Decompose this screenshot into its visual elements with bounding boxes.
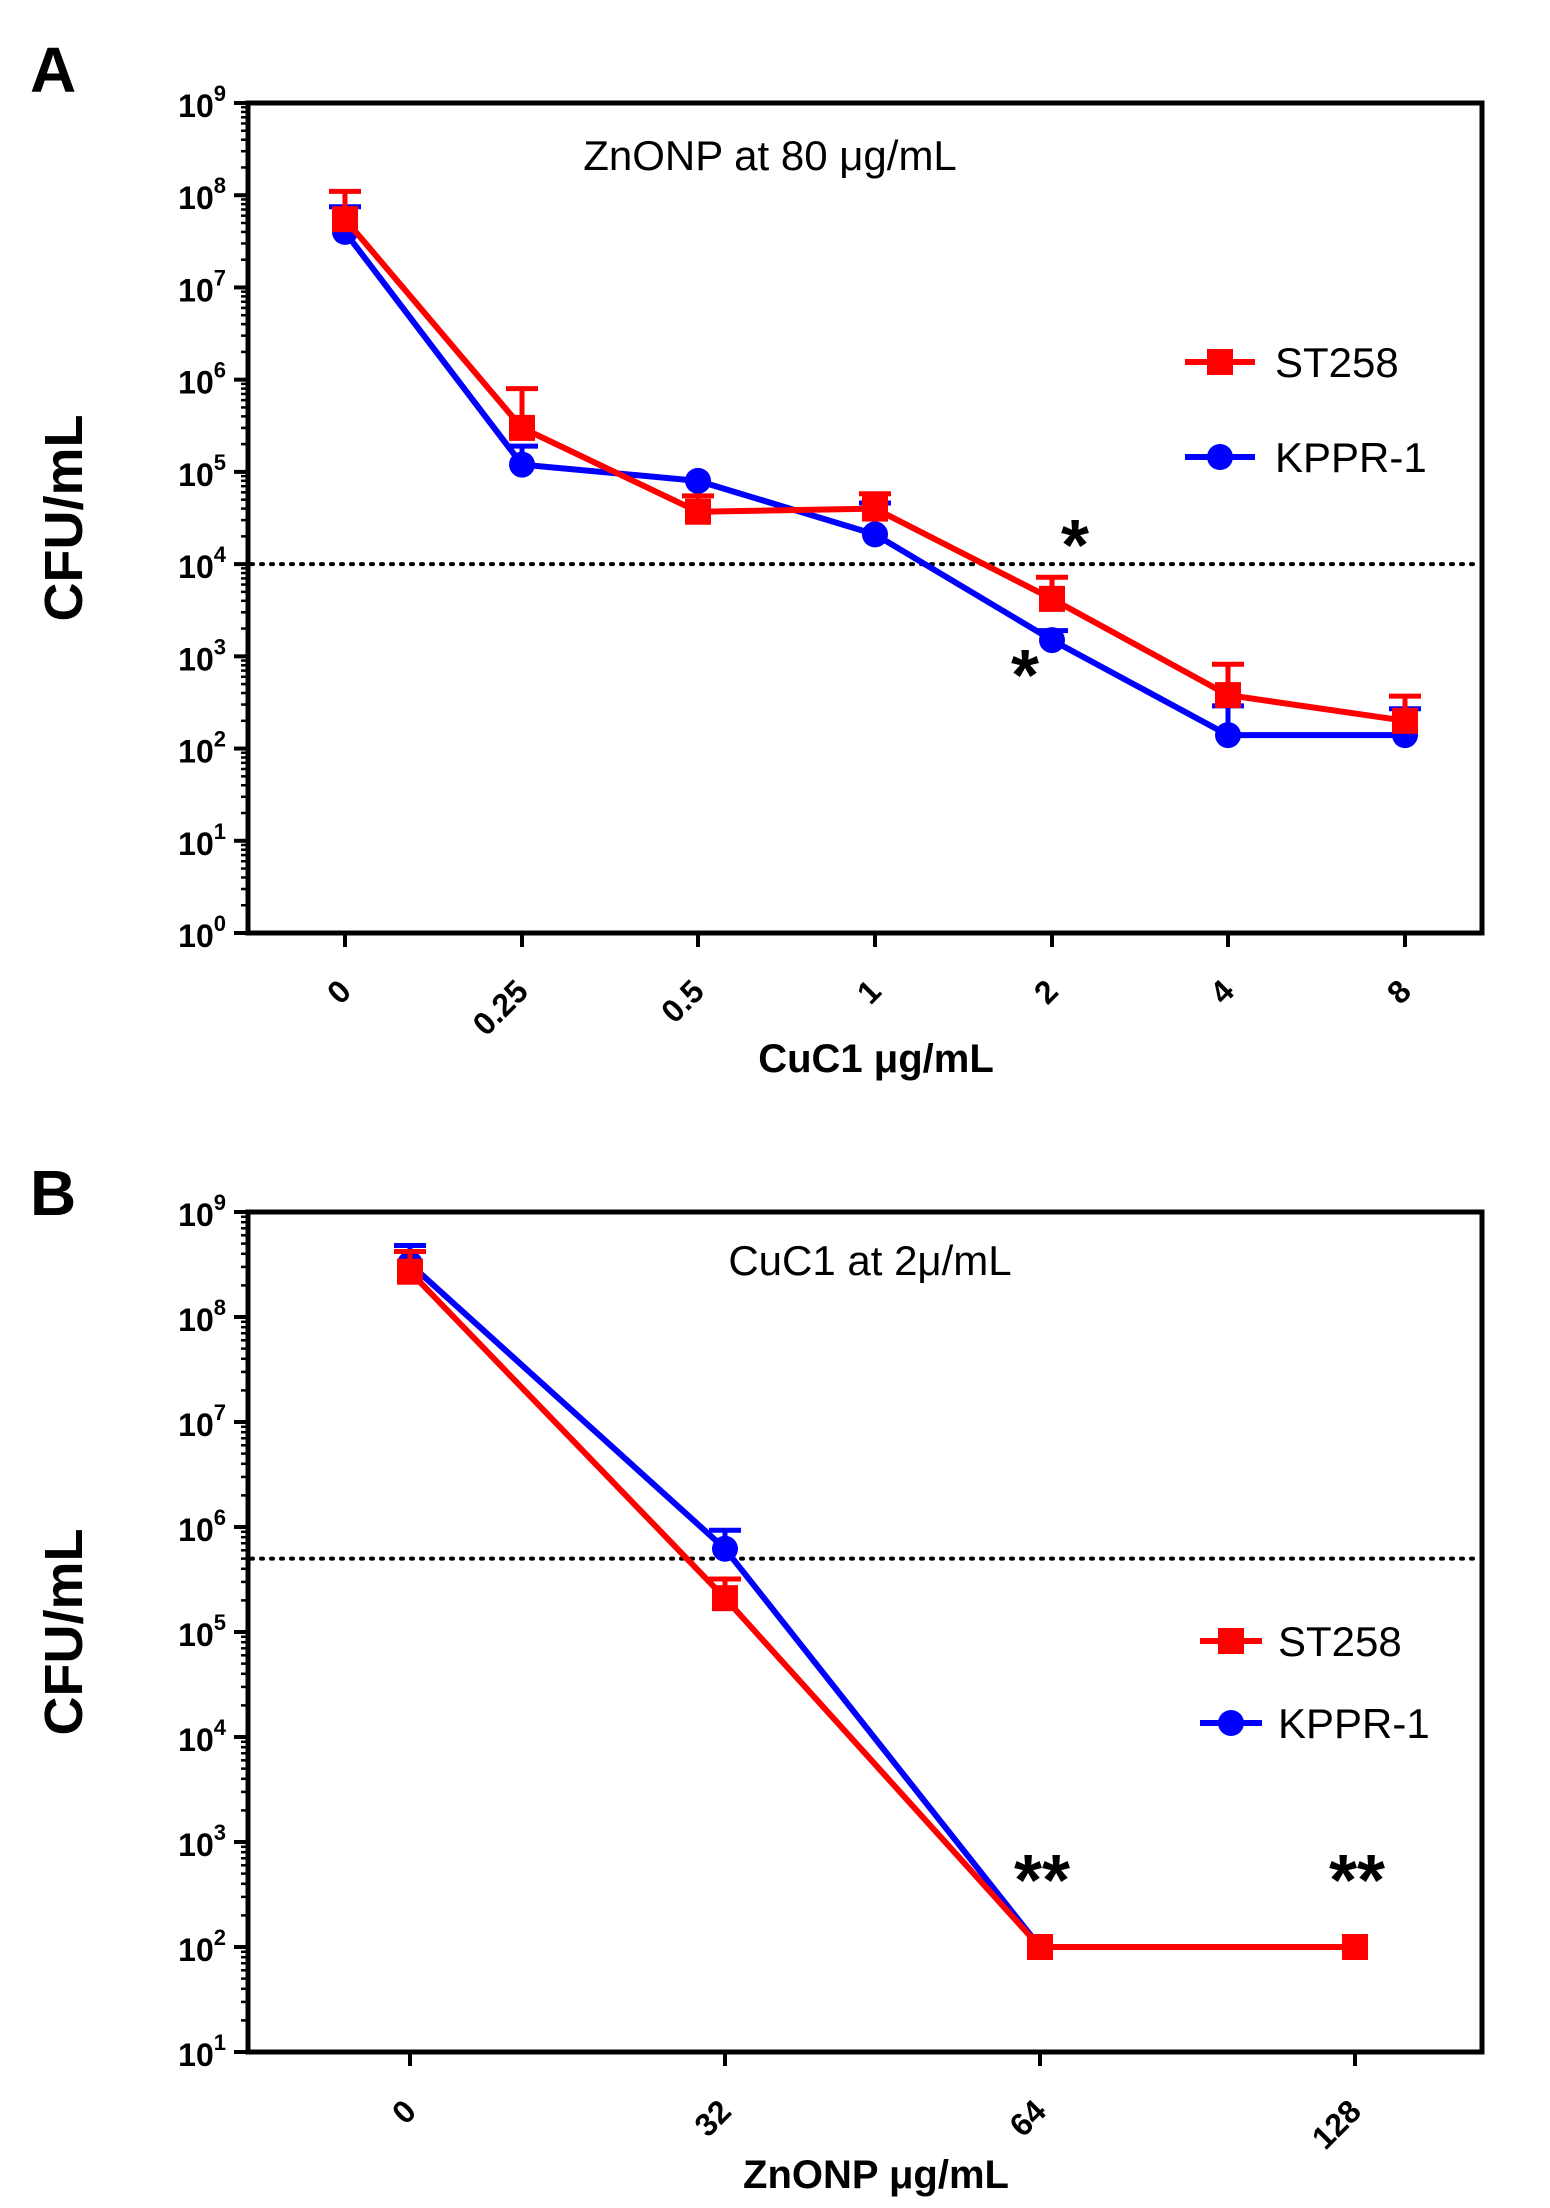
data-point <box>509 414 535 441</box>
legend-marker <box>1207 444 1233 470</box>
x-tick-label: 0 <box>320 973 358 1011</box>
x-tick-label: 8 <box>1380 973 1418 1011</box>
y-tick-label: 105 <box>178 450 226 493</box>
series-st258 <box>329 188 1421 734</box>
y-tick-label: 109 <box>178 81 226 124</box>
x-tick-label: 1 <box>850 973 888 1011</box>
significance-marker: * <box>1061 506 1089 586</box>
data-point <box>397 1258 423 1285</box>
series-line <box>342 230 1405 739</box>
legend-label: ST258 <box>1275 339 1399 386</box>
legend-label: KPPR-1 <box>1275 434 1427 481</box>
y-tick-label: 109 <box>178 1190 226 1233</box>
series-kppr-1 <box>329 204 1421 749</box>
y-tick-label: 104 <box>178 1715 227 1758</box>
y-tick-label: 101 <box>178 2030 226 2073</box>
x-tick-label: 0.5 <box>654 973 711 1030</box>
x-tick-label: 4 <box>1203 973 1241 1011</box>
y-tick-label: 102 <box>178 727 226 770</box>
series-line <box>407 1269 1355 1950</box>
data-point <box>685 467 711 494</box>
chart-panel-a: A 100 101 102 103 104 105 106 107 108 109 CFU/mL 0 0.… <box>30 34 1485 1081</box>
y-tick-label: 107 <box>178 1400 226 1443</box>
chart-panel-b: B 101 102 103 104 105 106 107 108 109 CFU/mL 0 32 64 1… <box>30 1157 1485 2197</box>
panel-letter: B <box>30 1157 76 1229</box>
data-point <box>1342 1934 1368 1960</box>
x-axis: 0 32 64 128 <box>385 2052 1368 2156</box>
x-tick-label: 2 <box>1027 973 1065 1011</box>
y-tick-label: 108 <box>178 1295 226 1338</box>
legend-marker <box>1218 1710 1244 1736</box>
series-line <box>342 217 1406 724</box>
data-point <box>1392 707 1418 734</box>
data-point <box>685 498 711 525</box>
data-point <box>1215 722 1241 749</box>
y-axis-label: CFU/mL <box>34 1529 94 1736</box>
data-point <box>862 495 888 522</box>
y-tick-label: 103 <box>178 634 226 677</box>
significance-marker: ** <box>1329 1841 1385 1921</box>
x-tick-label: 64 <box>1002 2093 1053 2144</box>
significance-marker: * <box>1011 636 1039 716</box>
data-point <box>332 206 358 233</box>
y-tick-label: 101 <box>178 819 226 862</box>
series-st258 <box>394 1249 1368 1960</box>
data-point <box>1027 1934 1053 1960</box>
x-axis-label: ZnONP μg/mL <box>743 2153 1009 2197</box>
y-tick-label: 108 <box>178 173 226 216</box>
y-axis-label: CFU/mL <box>34 415 94 622</box>
y-axis: 100 101 102 103 104 105 106 107 108 109 <box>178 81 248 954</box>
data-point <box>712 1585 738 1612</box>
significance-marker: ** <box>1014 1841 1070 1921</box>
y-tick-label: 100 <box>178 911 226 954</box>
x-tick-label: 0 <box>385 2093 423 2131</box>
y-tick-label: 106 <box>178 358 226 401</box>
y-tick-label: 104 <box>178 542 227 585</box>
data-point <box>509 451 535 478</box>
data-point <box>862 521 888 548</box>
plot-frame <box>245 100 1485 936</box>
y-tick-label: 107 <box>178 265 226 308</box>
legend: ST258 KPPR-1 <box>1200 1618 1430 1747</box>
y-axis: 101 102 103 104 105 106 107 108 109 <box>178 1190 248 2073</box>
y-tick-label: 105 <box>178 1610 226 1653</box>
legend-label: KPPR-1 <box>1278 1700 1430 1747</box>
legend-marker <box>1218 1628 1244 1654</box>
plot-annotation: ZnONP at 80 μg/mL <box>583 132 957 179</box>
x-tick-label: 0.25 <box>465 973 534 1042</box>
panel-letter: A <box>30 34 76 106</box>
plot-annotation: CuC1 at 2μ/mL <box>728 1237 1011 1284</box>
data-point <box>1039 585 1065 612</box>
data-point <box>1039 627 1065 654</box>
legend-label: ST258 <box>1278 1618 1402 1665</box>
legend: ST258 KPPR-1 <box>1185 339 1427 481</box>
legend-marker <box>1207 349 1233 375</box>
x-tick-label: 128 <box>1305 2093 1368 2156</box>
y-tick-label: 106 <box>178 1505 226 1548</box>
x-axis: 0 0.25 0.5 1 2 4 8 <box>320 933 1418 1042</box>
x-tick-label: 32 <box>687 2093 738 2144</box>
x-axis-label: CuC1 μg/mL <box>758 1037 994 1081</box>
y-tick-label: 103 <box>178 1820 226 1863</box>
data-point <box>712 1535 738 1562</box>
data-point <box>1215 682 1241 709</box>
y-tick-label: 102 <box>178 1925 226 1968</box>
